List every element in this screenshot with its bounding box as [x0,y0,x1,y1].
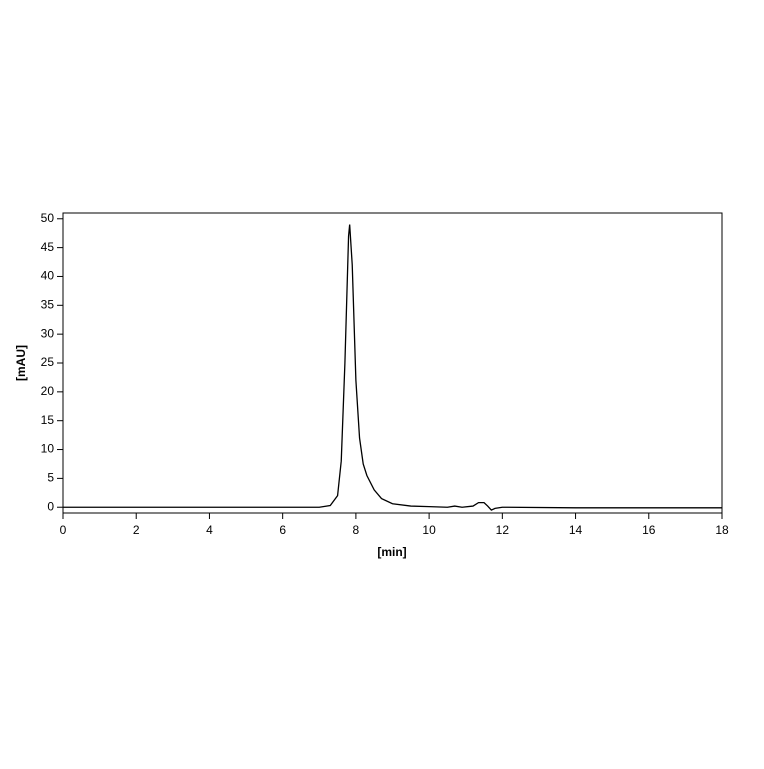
data-line [63,224,722,511]
y-tick-label: 0 [47,499,54,513]
y-tick-label: 30 [41,326,55,340]
y-tick-label: 40 [41,269,55,283]
y-tick-label: 45 [41,240,55,254]
y-tick-label: 50 [41,211,55,225]
y-tick-label: 10 [41,442,55,456]
y-tick-label: 20 [41,384,55,398]
x-tick-label: 4 [206,523,213,537]
x-tick-label: 18 [715,523,729,537]
plot-frame [62,212,723,514]
y-tick-label: 25 [41,355,55,369]
x-tick-label: 10 [422,523,436,537]
x-tick-label: 12 [496,523,510,537]
x-tick-label: 8 [353,523,360,537]
x-tick-label: 6 [279,523,286,537]
y-tick-label: 15 [41,413,55,427]
y-axis-label: [mAU] [14,345,28,381]
x-axis-label: [min] [377,545,406,559]
x-tick-label: 2 [133,523,140,537]
y-tick-label: 35 [41,297,55,311]
x-tick-label: 0 [60,523,67,537]
y-tick-label: 5 [47,471,54,485]
x-tick-label: 16 [642,523,656,537]
x-tick-label: 14 [569,523,583,537]
